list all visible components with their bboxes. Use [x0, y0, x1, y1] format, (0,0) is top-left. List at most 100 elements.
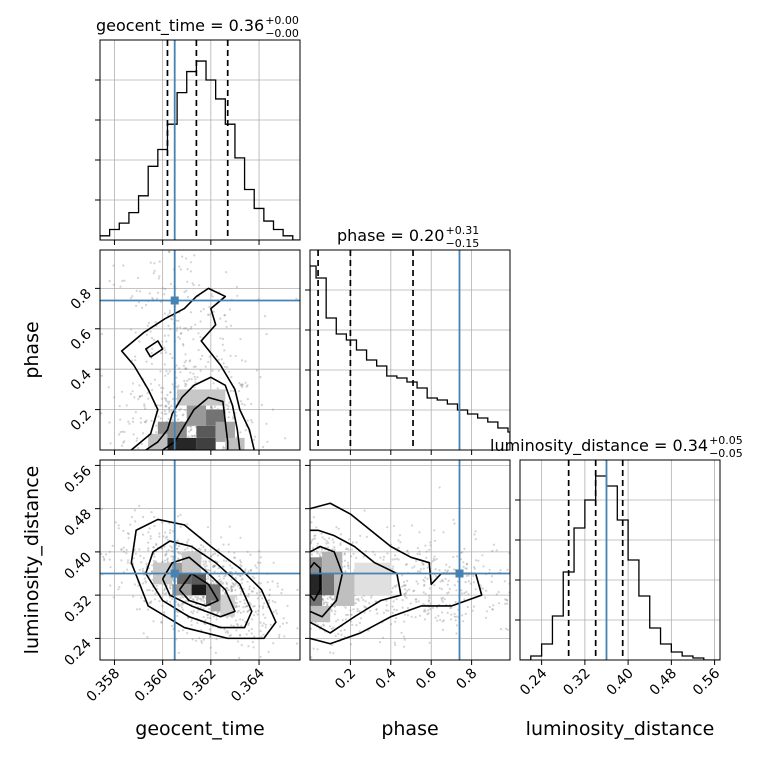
sample-point [197, 332, 200, 335]
sample-point [210, 406, 213, 409]
sample-point [170, 584, 173, 587]
sample-point [196, 597, 199, 600]
sample-point [427, 609, 430, 612]
sample-point [164, 531, 167, 534]
sample-point [144, 421, 147, 424]
sample-point [188, 430, 191, 433]
sample-point [370, 596, 373, 599]
sample-point [177, 551, 180, 554]
sample-point [184, 409, 187, 412]
sample-point [186, 523, 189, 526]
sample-point [165, 550, 168, 553]
sample-point [132, 595, 135, 598]
sample-point [123, 430, 126, 434]
sample-point [179, 596, 182, 599]
sample-point [226, 629, 229, 633]
sample-point [222, 559, 225, 562]
sample-point [150, 352, 153, 355]
sample-point [160, 352, 163, 355]
sample-point [460, 589, 463, 592]
sample-point [254, 564, 257, 567]
sample-point [163, 409, 166, 413]
sample-point [211, 295, 214, 298]
sample-point [376, 612, 379, 615]
sample-point [343, 559, 347, 562]
sample-point [131, 359, 134, 362]
sample-point [408, 588, 411, 591]
sample-point [445, 570, 449, 573]
sample-point [125, 552, 128, 555]
sample-point [243, 602, 246, 605]
sample-point [455, 615, 458, 618]
sample-point [117, 527, 120, 530]
sample-point [152, 272, 155, 275]
sample-point [455, 589, 458, 592]
sample-point [210, 554, 213, 558]
sample-point [239, 618, 242, 621]
sample-point [337, 632, 340, 636]
sample-point [352, 552, 355, 555]
sample-point [350, 643, 353, 646]
sample-point [132, 433, 135, 436]
sample-point [163, 312, 167, 315]
sample-point [320, 532, 323, 535]
sample-point [246, 550, 249, 553]
sample-point [339, 543, 342, 547]
sample-point [177, 651, 180, 654]
sample-point [239, 593, 242, 596]
sample-point [434, 575, 438, 578]
sample-point [437, 614, 440, 618]
sample-point [138, 290, 142, 293]
sample-point [441, 580, 445, 583]
sample-point [155, 431, 158, 434]
sample-point [194, 323, 197, 326]
sample-point [441, 628, 444, 632]
sample-point [121, 430, 124, 433]
sample-point [403, 620, 406, 623]
sample-point [134, 411, 137, 414]
sample-point [121, 444, 124, 447]
sample-point [132, 382, 135, 385]
sample-point [159, 404, 162, 407]
sample-point [240, 384, 243, 387]
sample-point [344, 606, 347, 609]
sample-point [140, 306, 144, 309]
sample-point [148, 589, 151, 592]
sample-point [399, 541, 402, 544]
sample-point [234, 582, 237, 585]
sample-point [133, 583, 136, 586]
sample-point [165, 405, 168, 408]
sample-point [231, 417, 235, 420]
sample-point [423, 584, 426, 587]
sample-point [426, 613, 429, 616]
sample-point [145, 360, 148, 363]
sample-point [153, 269, 156, 272]
sample-point [363, 605, 366, 608]
sample-point [109, 566, 112, 569]
contour-0 [310, 561, 321, 602]
sample-point [169, 352, 172, 356]
sample-point [238, 656, 241, 660]
contour-1 [161, 556, 236, 618]
sample-point [347, 548, 350, 551]
sample-point [395, 584, 398, 587]
sample-point [202, 616, 205, 619]
sample-point [218, 575, 221, 578]
sample-point [322, 599, 325, 602]
sample-point [232, 389, 235, 392]
sample-point [403, 588, 407, 591]
sample-point [183, 379, 186, 383]
sample-point [419, 568, 422, 571]
panel-content [310, 460, 510, 660]
sample-point [186, 295, 190, 299]
sample-point [393, 608, 396, 611]
sample-point [228, 525, 231, 528]
sample-point [164, 554, 167, 557]
sample-point [233, 584, 236, 587]
sample-point [355, 624, 358, 627]
sample-point [224, 592, 227, 595]
sample-point [143, 577, 146, 580]
sample-point [204, 619, 207, 622]
sample-point [446, 592, 449, 595]
sample-point [118, 586, 121, 589]
